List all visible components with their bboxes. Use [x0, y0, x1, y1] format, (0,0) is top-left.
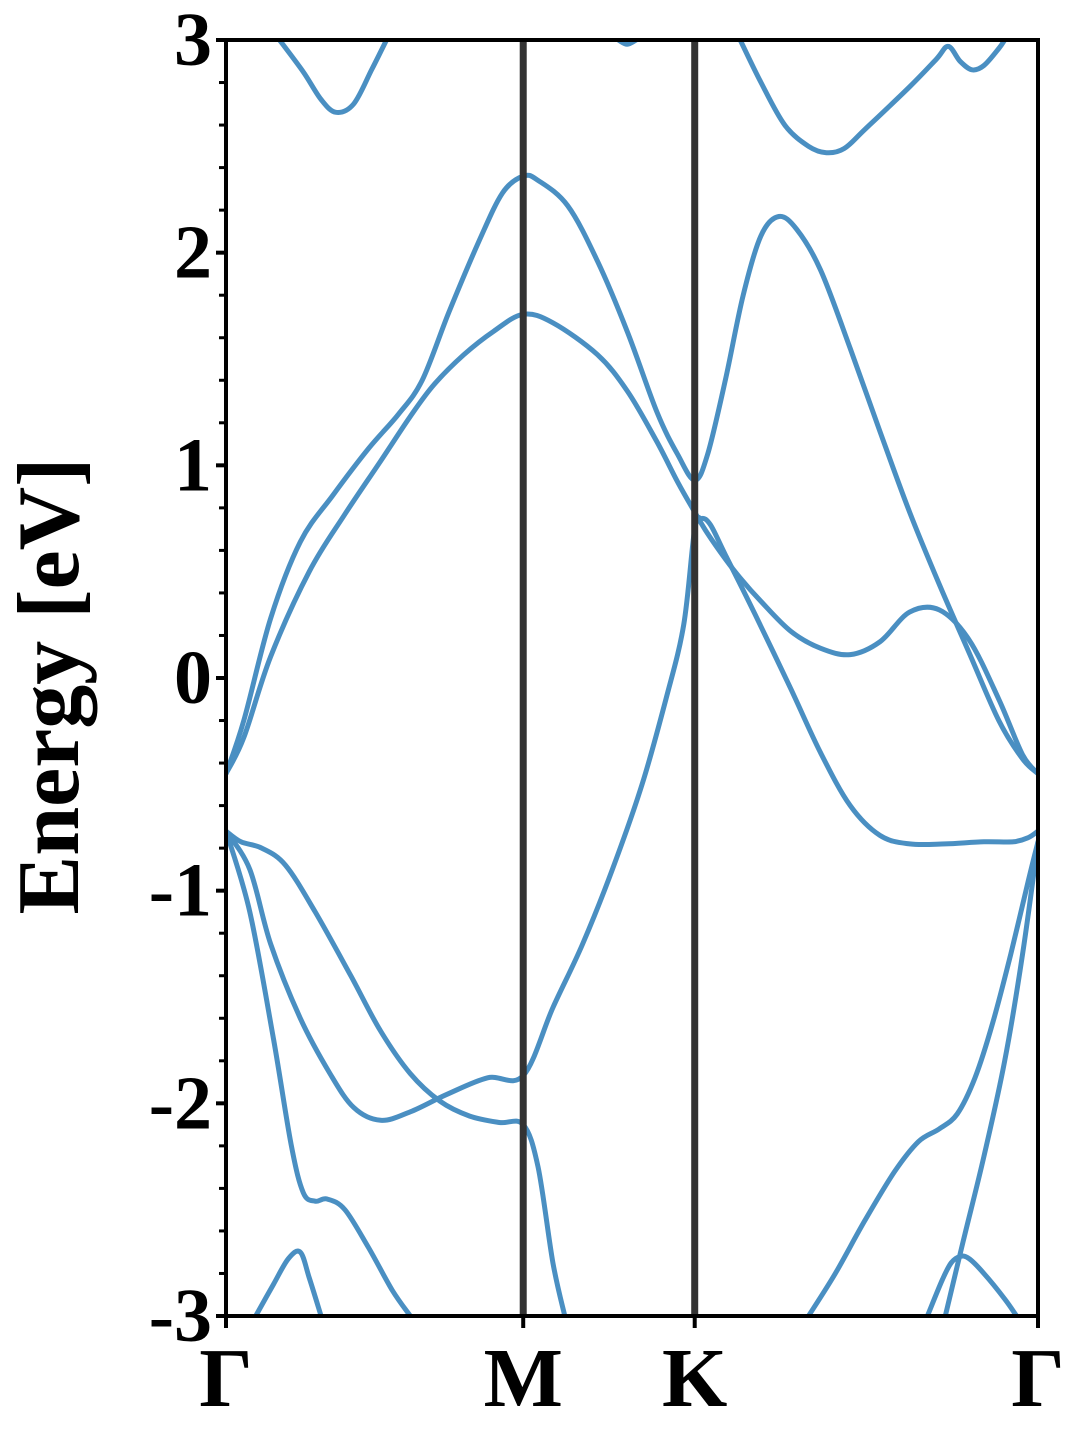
x-tick-label: M: [484, 1332, 563, 1425]
y-tick-label: 3: [174, 0, 212, 82]
band-line-7: [226, 514, 1038, 1123]
band-line-1: [277, 40, 389, 115]
y-tick-label: -3: [149, 1274, 212, 1358]
band-line-8: [226, 828, 413, 1316]
band-line-9: [253, 1248, 324, 1316]
band-line-6: [226, 828, 568, 1316]
y-axis-label: Energy [eV]: [1, 458, 98, 915]
band-line-5: [226, 172, 1038, 777]
band-line-3: [737, 40, 1008, 156]
band-line-4: [226, 311, 1038, 777]
y-ticks-layer: -3 -2 -1 0 1 2 3: [149, 0, 226, 1358]
y-tick-label: 2: [174, 211, 212, 295]
band-line-12: [942, 839, 1038, 1316]
band-line-11: [924, 1253, 1020, 1316]
x-tick-label: K: [662, 1332, 727, 1425]
y-tick-label: 0: [174, 636, 212, 720]
y-tick-label: -1: [149, 849, 212, 933]
x-tick-label: Γ: [1011, 1332, 1064, 1425]
y-tick-label: -2: [149, 1061, 212, 1145]
kpath-lines-layer: [519, 40, 699, 1316]
plot-frame: [224, 38, 1040, 1318]
y-tick-label: 1: [174, 423, 212, 507]
band-line-10: [806, 839, 1038, 1316]
x-tick-label: Γ: [199, 1332, 252, 1425]
bands-layer: [226, 40, 1038, 1316]
